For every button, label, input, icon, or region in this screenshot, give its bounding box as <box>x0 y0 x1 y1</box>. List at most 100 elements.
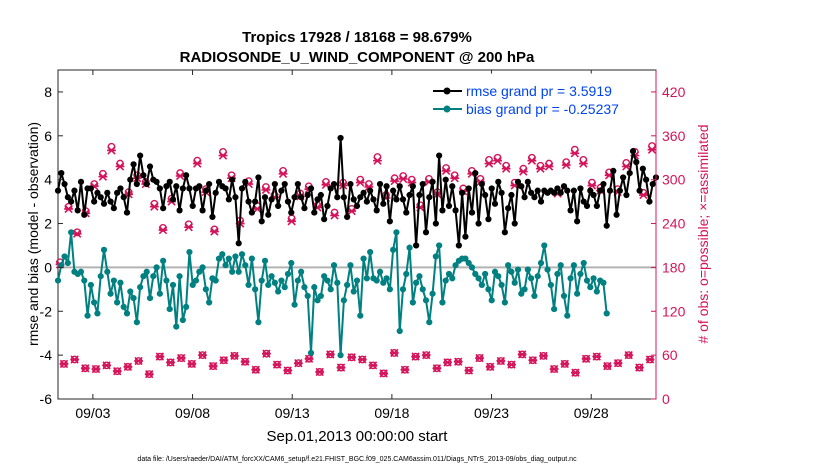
bias-point <box>357 312 364 319</box>
rmse-point <box>344 213 351 221</box>
bias-point <box>436 242 443 249</box>
rmse-point <box>403 209 410 216</box>
rmse-point <box>639 165 646 172</box>
rmse-point <box>301 205 308 212</box>
rmse-point <box>222 185 229 192</box>
rmse-point <box>196 183 203 190</box>
bias-point <box>143 268 150 275</box>
rmse-point <box>347 180 354 188</box>
rmse-point <box>363 198 370 205</box>
chart-title-line2: RADIOSONDE_U_WIND_COMPONENT @ 200 hPa <box>180 49 535 66</box>
right-axis-tick-label: 120 <box>662 303 686 319</box>
rmse-point <box>179 185 186 192</box>
bias-point <box>462 255 469 262</box>
obs-assimilated-high-marker <box>450 174 460 183</box>
rmse-point <box>160 205 167 212</box>
bias-point <box>488 297 495 304</box>
rmse-point <box>606 187 614 194</box>
bias-point <box>183 303 190 310</box>
rmse-point <box>97 194 104 201</box>
obs-assimilated-low-marker <box>624 350 634 360</box>
rmse-point <box>199 207 206 214</box>
bias-point <box>518 290 525 297</box>
rmse-point <box>107 198 114 205</box>
left-axis-tick-label: -4 <box>40 347 53 363</box>
bias-point <box>110 277 117 284</box>
rmse-point <box>551 189 558 196</box>
rmse-point <box>478 180 485 188</box>
bias-point <box>439 299 446 306</box>
rmse-point <box>620 174 627 181</box>
rmse-point <box>413 242 420 249</box>
obs-assimilated-low-marker <box>315 367 325 377</box>
obs-assimilated-low-marker <box>421 350 431 360</box>
obs-assimilated-high-marker <box>527 156 537 165</box>
bias-point <box>114 299 121 306</box>
obs-assimilated-low-marker <box>176 353 186 363</box>
rmse-point <box>288 209 295 216</box>
obs-assimilated-high-marker <box>149 202 159 211</box>
rmse-point <box>396 183 403 190</box>
bias-point <box>505 262 512 269</box>
obs-assimilated-low-marker <box>112 367 122 376</box>
rmse-point <box>370 196 377 203</box>
rmse-point <box>137 152 144 159</box>
obs-assimilated-low-marker <box>485 362 495 371</box>
bias-point <box>547 281 554 289</box>
right-axis-tick-label: 300 <box>662 172 686 188</box>
bias-point <box>508 268 515 275</box>
bias-point <box>284 270 292 278</box>
right-axis-tick-label: 360 <box>662 128 686 144</box>
obs-assimilated-low-marker <box>453 357 463 366</box>
rmse-point <box>143 180 150 188</box>
bias-point <box>173 323 180 330</box>
bias-point <box>373 277 380 284</box>
obs-assimilated-high-marker <box>115 162 125 171</box>
rmse-point <box>353 202 361 210</box>
rmse-point <box>419 180 426 188</box>
obs-assimilated-high-marker <box>621 162 631 171</box>
bias-point <box>580 259 587 267</box>
obs-assimilated-high-marker <box>287 217 297 226</box>
rmse-point <box>636 187 643 194</box>
rmse-point <box>340 194 347 201</box>
rmse-point <box>508 191 515 199</box>
bias-point <box>215 255 223 262</box>
obs-assimilated-high-marker <box>210 227 219 236</box>
bias-point <box>583 277 591 284</box>
bias-point <box>574 290 581 297</box>
bias-point <box>376 268 384 275</box>
rmse-point <box>495 178 502 185</box>
bias-point <box>189 281 196 289</box>
obs-assimilated-high-marker <box>493 156 502 165</box>
bias-point <box>600 279 607 286</box>
rmse-point <box>488 185 495 192</box>
rmse-point <box>275 202 282 210</box>
obs-assimilated-low-marker <box>123 362 133 371</box>
bias-point <box>478 281 485 289</box>
obs-assimilated-low-marker <box>496 356 506 366</box>
bias-point <box>429 290 436 297</box>
bias-point <box>317 292 324 300</box>
rmse-point <box>462 233 469 240</box>
rmse-point <box>209 213 216 221</box>
rmse-point <box>127 176 134 183</box>
left-axis-tick-label: 8 <box>44 84 52 100</box>
rmse-point <box>452 207 459 214</box>
bias-point <box>465 259 472 267</box>
rmse-point <box>357 194 364 201</box>
rmse-point <box>485 216 492 223</box>
rmse-point <box>321 216 328 223</box>
bias-point <box>301 284 308 291</box>
obs-assimilated-high-marker <box>347 206 357 216</box>
bias-point <box>77 268 85 275</box>
rmse-point <box>64 194 71 201</box>
rmse-point <box>475 220 482 227</box>
rmse-point <box>597 187 604 194</box>
bias-point <box>475 275 482 282</box>
bias-point <box>104 268 111 275</box>
bias-point <box>140 273 147 280</box>
rmse-point <box>317 191 324 199</box>
obs-assimilated-high-marker <box>441 166 451 176</box>
legend-bias-label: bias grand pr = -0.25237 <box>466 101 619 117</box>
